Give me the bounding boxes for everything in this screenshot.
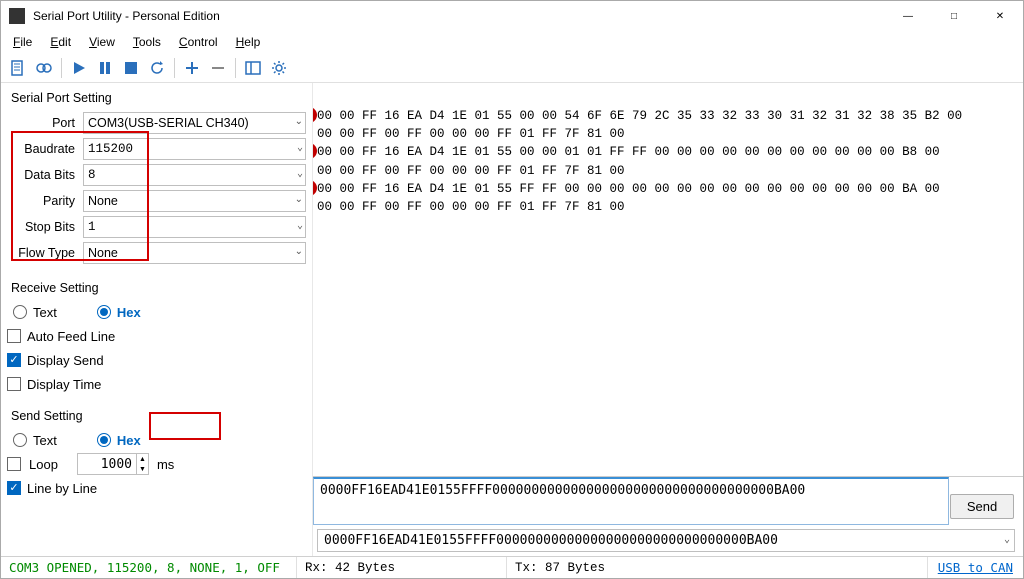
menu-edit[interactable]: Edit xyxy=(42,33,79,51)
plus-icon[interactable] xyxy=(181,57,203,79)
close-button[interactable]: ✕ xyxy=(977,1,1023,31)
send-input[interactable]: 0000FF16EAD41E0155FFFF000000000000000000… xyxy=(313,477,949,525)
status-connection: COM3 OPENED, 115200, 8, NONE, 1, OFF xyxy=(1,557,297,578)
receive-format-row: Text Hex xyxy=(7,301,306,323)
stop-icon[interactable] xyxy=(120,57,142,79)
port-setting-title: Serial Port Setting xyxy=(7,87,306,109)
terminal-output[interactable]: 100 00 FF 16 EA D4 1E 01 55 00 00 54 6F … xyxy=(313,83,1023,476)
parity-label: Parity xyxy=(7,194,79,208)
history-combo[interactable]: 0000FF16EAD41E0155FFFF000000000000000000… xyxy=(317,529,1015,552)
send-format-row: Text Hex xyxy=(7,429,306,451)
port-value: COM3(USB-SERIAL CH340) xyxy=(88,116,249,130)
title-bar: Serial Port Utility - Personal Edition —… xyxy=(1,1,1023,31)
port-label: Port xyxy=(7,116,79,130)
terminal-line: 00 00 FF 00 FF 00 00 00 FF 01 FF 7F 81 0… xyxy=(317,164,625,178)
auto-feed-label: Auto Feed Line xyxy=(27,329,115,344)
menu-control[interactable]: Control xyxy=(171,33,226,51)
window-controls: — □ ✕ xyxy=(885,1,1023,31)
send-hex-label: Hex xyxy=(117,433,141,448)
baudrate-value: 115200 xyxy=(88,142,133,156)
stopbits-row: Stop Bits 1⌄ xyxy=(7,215,306,239)
menu-tools[interactable]: Tools xyxy=(125,33,169,51)
menu-help[interactable]: Help xyxy=(228,33,269,51)
terminal-line: 00 00 FF 00 FF 00 00 00 FF 01 FF 7F 81 0… xyxy=(317,127,625,141)
stopbits-select[interactable]: 1⌄ xyxy=(83,216,306,238)
left-panel: Serial Port Setting Port COM3(USB-SERIAL… xyxy=(1,83,313,556)
loop-unit: ms xyxy=(157,457,174,472)
status-tx: Tx: 87 Bytes xyxy=(507,557,928,578)
receive-text-radio[interactable]: Text xyxy=(13,301,57,323)
send-input-value: 0000FF16EAD41E0155FFFF000000000000000000… xyxy=(320,483,805,498)
receive-text-label: Text xyxy=(33,305,57,320)
baudrate-row: Baudrate 115200⌄ xyxy=(7,137,306,161)
display-send-checkbox[interactable]: ✓Display Send xyxy=(7,349,306,371)
send-setting-title: Send Setting xyxy=(7,405,306,427)
terminal-line: 00 00 FF 16 EA D4 1E 01 55 00 00 01 01 F… xyxy=(317,145,940,159)
refresh-icon[interactable] xyxy=(146,57,168,79)
baudrate-label: Baudrate xyxy=(7,142,79,156)
app-icon xyxy=(9,8,25,24)
flowtype-value: None xyxy=(88,246,118,260)
window-title: Serial Port Utility - Personal Edition xyxy=(33,9,885,23)
receive-hex-label: Hex xyxy=(117,305,141,320)
menu-file[interactable]: File xyxy=(5,33,40,51)
layout-icon[interactable] xyxy=(242,57,264,79)
content-area: Serial Port Setting Port COM3(USB-SERIAL… xyxy=(1,83,1023,556)
auto-feed-checkbox[interactable]: Auto Feed Line xyxy=(7,325,306,347)
send-area: 0000FF16EAD41E0155FFFF000000000000000000… xyxy=(313,476,1023,525)
minus-icon[interactable] xyxy=(207,57,229,79)
databits-label: Data Bits xyxy=(7,168,79,182)
terminal-line: 00 00 FF 16 EA D4 1E 01 55 FF FF 00 00 0… xyxy=(317,182,940,196)
stopbits-value: 1 xyxy=(88,220,96,234)
loop-interval-spinner[interactable]: 1000 ▲▼ xyxy=(77,453,149,475)
parity-value: None xyxy=(88,194,118,208)
display-time-checkbox[interactable]: Display Time xyxy=(7,373,306,395)
loop-checkbox[interactable]: Loop 1000 ▲▼ ms xyxy=(7,453,306,475)
gear-icon[interactable] xyxy=(268,57,290,79)
send-hex-radio[interactable]: Hex xyxy=(97,429,141,451)
status-link[interactable]: USB to CAN xyxy=(928,560,1023,575)
parity-select[interactable]: None⌄ xyxy=(83,190,306,212)
databits-row: Data Bits 8⌄ xyxy=(7,163,306,187)
parity-row: Parity None⌄ xyxy=(7,189,306,213)
receive-setting-title: Receive Setting xyxy=(7,277,306,299)
menu-bar: File Edit View Tools Control Help xyxy=(1,31,1023,53)
line-by-line-checkbox[interactable]: ✓Line by Line xyxy=(7,477,306,499)
flowtype-select[interactable]: None⌄ xyxy=(83,242,306,264)
status-rx: Rx: 42 Bytes xyxy=(297,557,507,578)
send-text-label: Text xyxy=(33,433,57,448)
databits-value: 8 xyxy=(88,168,96,182)
loop-value: 1000 xyxy=(77,453,137,475)
status-bar: COM3 OPENED, 115200, 8, NONE, 1, OFF Rx:… xyxy=(1,556,1023,578)
right-panel: 100 00 FF 16 EA D4 1E 01 55 00 00 54 6F … xyxy=(313,83,1023,556)
display-time-label: Display Time xyxy=(27,377,101,392)
history-area: 0000FF16EAD41E0155FFFF000000000000000000… xyxy=(313,525,1023,556)
port-row: Port COM3(USB-SERIAL CH340)⌄ xyxy=(7,111,306,135)
loop-label: Loop xyxy=(29,457,69,472)
history-value: 0000FF16EAD41E0155FFFF000000000000000000… xyxy=(324,533,778,548)
terminal-line: 00 00 FF 16 EA D4 1E 01 55 00 00 54 6F 6… xyxy=(317,109,962,123)
pause-icon[interactable] xyxy=(94,57,116,79)
terminal-line: 00 00 FF 00 FF 00 00 00 FF 01 FF 7F 81 0… xyxy=(317,200,625,214)
minimize-button[interactable]: — xyxy=(885,1,931,31)
port-select[interactable]: COM3(USB-SERIAL CH340)⌄ xyxy=(83,112,306,134)
receive-hex-radio[interactable]: Hex xyxy=(97,301,141,323)
send-button[interactable]: Send xyxy=(950,494,1014,519)
new-session-icon[interactable] xyxy=(7,57,29,79)
record-icon[interactable] xyxy=(33,57,55,79)
flowtype-row: Flow Type None⌄ xyxy=(7,241,306,265)
toolbar xyxy=(1,53,1023,83)
flowtype-label: Flow Type xyxy=(7,246,79,260)
line-by-line-label: Line by Line xyxy=(27,481,97,496)
menu-view[interactable]: View xyxy=(81,33,123,51)
display-send-label: Display Send xyxy=(27,353,104,368)
play-icon[interactable] xyxy=(68,57,90,79)
baudrate-select[interactable]: 115200⌄ xyxy=(83,138,306,160)
send-text-radio[interactable]: Text xyxy=(13,429,57,451)
stopbits-label: Stop Bits xyxy=(7,220,79,234)
databits-select[interactable]: 8⌄ xyxy=(83,164,306,186)
maximize-button[interactable]: □ xyxy=(931,1,977,31)
